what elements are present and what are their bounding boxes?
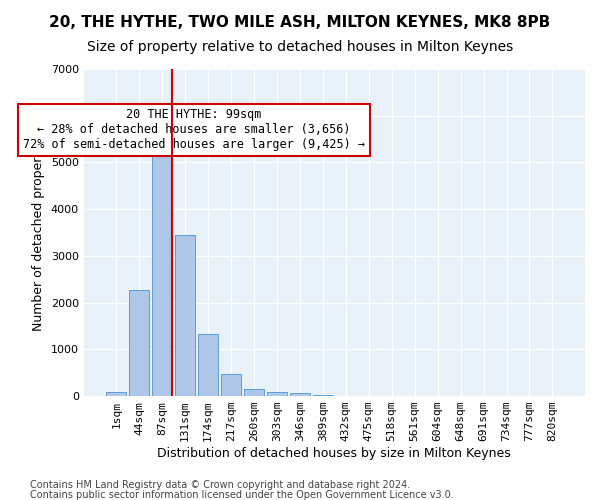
Text: Contains public sector information licensed under the Open Government Licence v3: Contains public sector information licen… [30,490,454,500]
Bar [199,334,218,396]
Bar [152,140,172,396]
Bar [175,235,195,396]
Bar [290,393,310,396]
Text: 20, THE HYTHE, TWO MILE ASH, MILTON KEYNES, MK8 8PB: 20, THE HYTHE, TWO MILE ASH, MILTON KEYN… [49,15,551,30]
Bar [106,392,126,396]
Text: Contains HM Land Registry data © Crown copyright and database right 2024.: Contains HM Land Registry data © Crown c… [30,480,410,490]
Text: 20 THE HYTHE: 99sqm
← 28% of detached houses are smaller (3,656)
72% of semi-det: 20 THE HYTHE: 99sqm ← 28% of detached ho… [23,108,365,152]
X-axis label: Distribution of detached houses by size in Milton Keynes: Distribution of detached houses by size … [157,447,511,460]
Bar [313,394,332,396]
Y-axis label: Number of detached properties: Number of detached properties [32,134,45,331]
Bar [267,392,287,396]
Text: Size of property relative to detached houses in Milton Keynes: Size of property relative to detached ho… [87,40,513,54]
Bar [130,290,149,396]
Bar [244,388,264,396]
Bar [221,374,241,396]
